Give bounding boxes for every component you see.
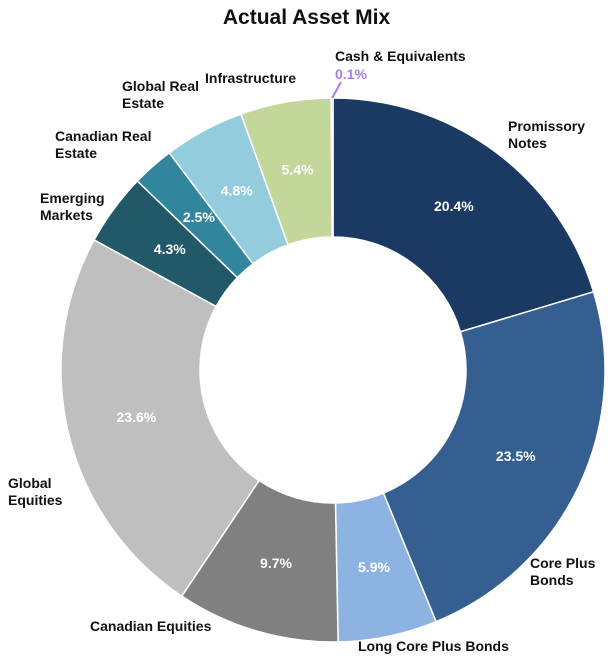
category-label: Global Real Estate <box>122 78 200 111</box>
slice <box>60 238 261 598</box>
value-label: 9.7% <box>260 555 292 571</box>
category-label: Core Plus Bonds <box>530 555 596 588</box>
value-label: 5.9% <box>358 559 390 575</box>
slice <box>330 97 334 238</box>
value-label: 0.1% <box>335 66 367 82</box>
value-label: 5.4% <box>282 161 314 177</box>
category-label: Global Equities <box>8 475 63 508</box>
value-label: 4.3% <box>154 241 186 257</box>
value-label: 23.5% <box>496 448 536 464</box>
slice <box>382 290 606 623</box>
slice <box>332 97 595 333</box>
value-label: 4.8% <box>221 183 253 199</box>
category-label: Canadian Real Estate <box>55 128 152 161</box>
category-label: Canadian Equities <box>90 618 212 634</box>
value-label: 2.5% <box>183 209 215 225</box>
category-label: Long Core Plus Bonds <box>358 638 509 654</box>
category-label: Cash & Equivalents <box>335 48 466 64</box>
category-label: Promissory Notes <box>508 118 586 151</box>
chart-title: Actual Asset Mix <box>222 6 391 29</box>
leader-line <box>331 81 342 99</box>
value-label: 20.4% <box>434 198 474 214</box>
value-label: 23.6% <box>117 409 157 425</box>
category-label: Infrastructure <box>205 70 297 86</box>
category-label: Emerging Markets <box>40 190 105 223</box>
